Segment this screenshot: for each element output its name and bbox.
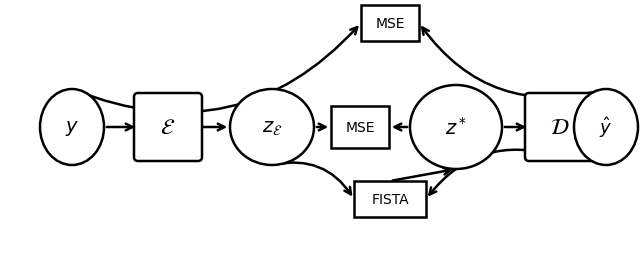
Text: MSE: MSE — [345, 121, 375, 134]
Text: $\mathcal{D}$: $\mathcal{D}$ — [550, 117, 570, 138]
Bar — [331, 107, 389, 148]
FancyBboxPatch shape — [525, 94, 595, 161]
Text: $\hat{y}$: $\hat{y}$ — [599, 115, 612, 140]
Ellipse shape — [410, 86, 502, 169]
Text: MSE: MSE — [375, 17, 404, 31]
Ellipse shape — [230, 90, 314, 165]
Text: $\mathcal{E}$: $\mathcal{E}$ — [161, 117, 175, 138]
Bar — [354, 181, 426, 217]
Ellipse shape — [574, 90, 638, 165]
Text: $z^*$: $z^*$ — [445, 117, 467, 138]
Ellipse shape — [40, 90, 104, 165]
FancyBboxPatch shape — [134, 94, 202, 161]
Text: $z_\mathcal{E}$: $z_\mathcal{E}$ — [262, 119, 282, 136]
Text: $y$: $y$ — [65, 118, 79, 137]
Bar — [361, 6, 419, 42]
Text: FISTA: FISTA — [371, 192, 409, 206]
